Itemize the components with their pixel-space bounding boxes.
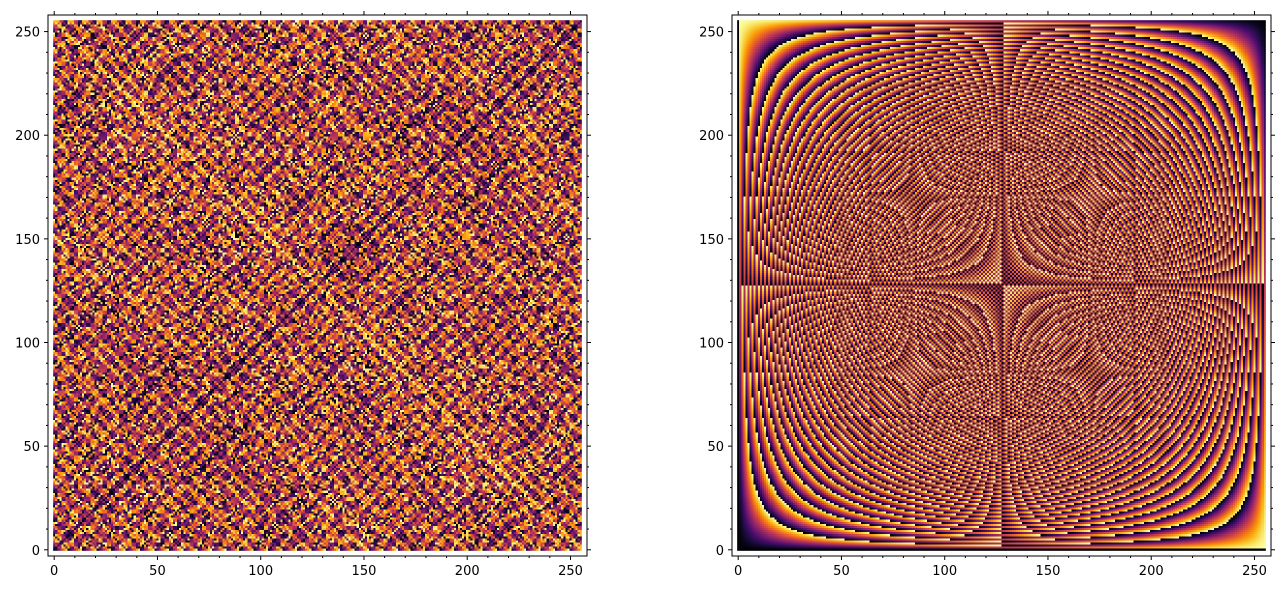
x-tick-label: 0	[734, 564, 742, 579]
y-tick-label: 0	[716, 544, 724, 559]
axes-frame	[731, 14, 1272, 557]
y-tick-label: 100	[15, 337, 40, 352]
x-tick-label: 150	[352, 564, 377, 579]
x-tick-label: 250	[1242, 564, 1267, 579]
heatmap-image	[53, 20, 582, 551]
y-tick-label: 0	[32, 544, 40, 559]
heatmap-image	[737, 20, 1266, 551]
axes-frame	[47, 14, 588, 557]
x-tick-label: 150	[1036, 564, 1061, 579]
heatmap-panel-left: 0 50 100 150 200 250 0 50 100 150 200 250	[15, 11, 591, 579]
y-tick-label: 50	[23, 440, 40, 455]
x-tick-label: 250	[558, 564, 583, 579]
y-tick-label: 200	[699, 129, 724, 144]
y-tick-label: 100	[699, 337, 724, 352]
heatmap-panel-right: 0 50 100 150 200 250 0 50 100 150 200 250	[699, 11, 1275, 579]
x-tick-label: 100	[248, 564, 273, 579]
x-tick-label: 50	[149, 564, 166, 579]
x-tick-label: 50	[833, 564, 850, 579]
y-tick-label: 250	[15, 26, 40, 41]
y-tick-label: 150	[15, 233, 40, 248]
x-tick-label: 200	[455, 564, 480, 579]
y-tick-label: 150	[699, 233, 724, 248]
x-tick-label: 0	[50, 564, 58, 579]
y-tick-label: 50	[707, 440, 724, 455]
x-tick-label: 100	[932, 564, 957, 579]
y-tick-label: 250	[699, 26, 724, 41]
x-tick-label: 200	[1139, 564, 1164, 579]
y-tick-label: 200	[15, 129, 40, 144]
